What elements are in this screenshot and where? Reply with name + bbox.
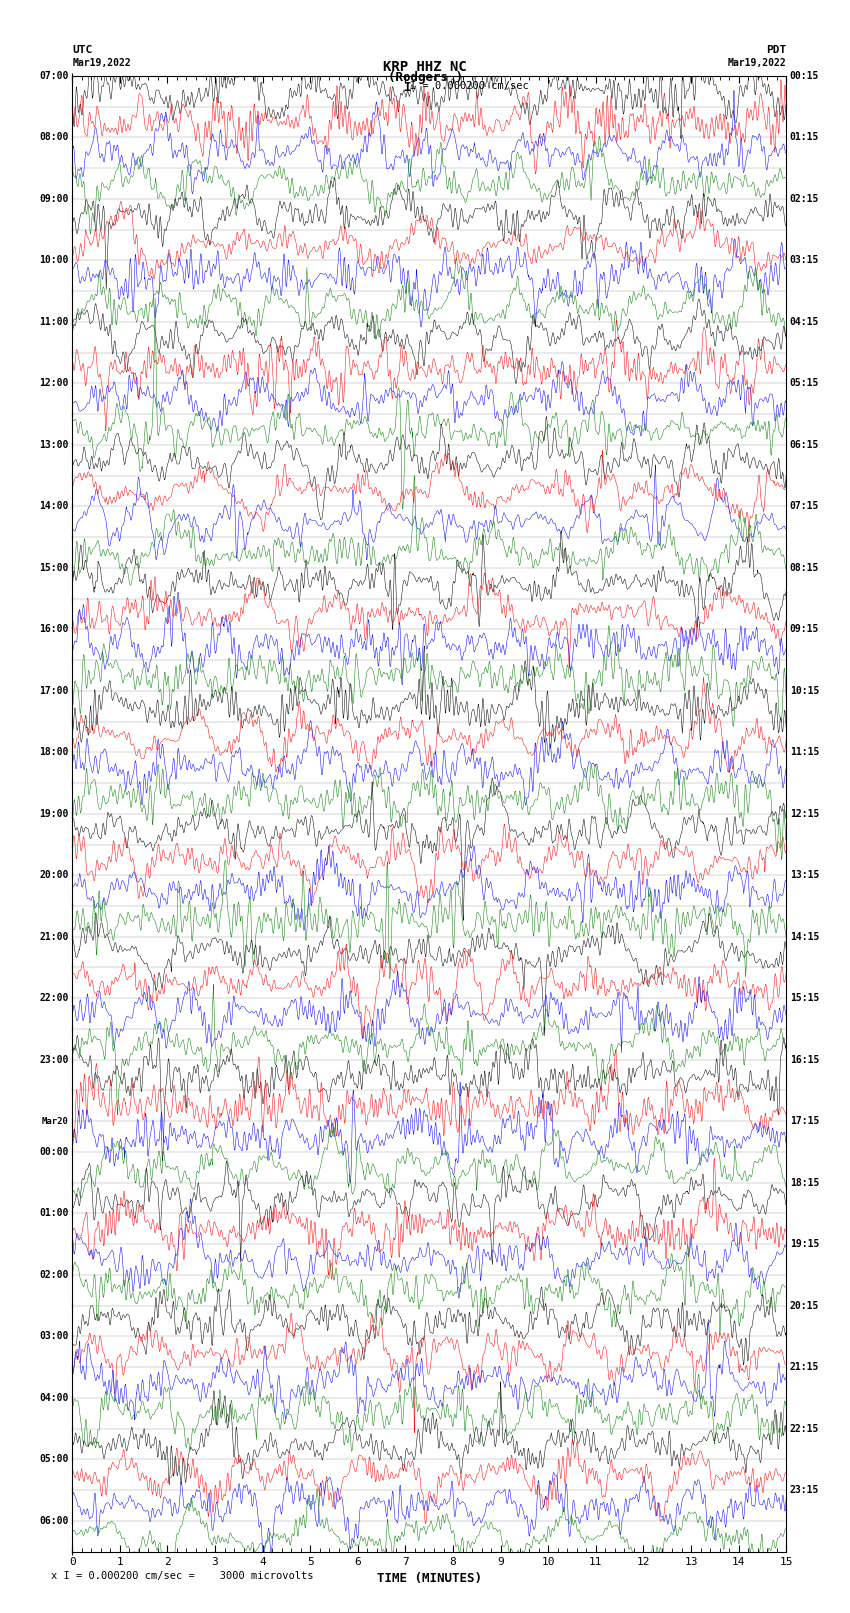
Text: 23:15: 23:15 xyxy=(790,1486,819,1495)
Text: 10:00: 10:00 xyxy=(39,255,69,265)
Text: KRP HHZ NC: KRP HHZ NC xyxy=(383,60,467,74)
Text: 17:00: 17:00 xyxy=(39,686,69,695)
Text: 12:15: 12:15 xyxy=(790,808,819,819)
Text: UTC: UTC xyxy=(72,45,93,55)
Text: 04:15: 04:15 xyxy=(790,316,819,327)
X-axis label: TIME (MINUTES): TIME (MINUTES) xyxy=(377,1573,482,1586)
Text: 16:00: 16:00 xyxy=(39,624,69,634)
Text: (Rodgers ): (Rodgers ) xyxy=(388,71,462,84)
Text: 20:15: 20:15 xyxy=(790,1300,819,1311)
Text: 18:00: 18:00 xyxy=(39,747,69,756)
Text: I: I xyxy=(404,81,411,94)
Text: 04:00: 04:00 xyxy=(39,1394,69,1403)
Text: 19:15: 19:15 xyxy=(790,1239,819,1248)
Text: 12:00: 12:00 xyxy=(39,379,69,389)
Text: 18:15: 18:15 xyxy=(790,1177,819,1187)
Text: 00:15: 00:15 xyxy=(790,71,819,81)
Text: Mar19,2022: Mar19,2022 xyxy=(72,58,131,68)
Text: 19:00: 19:00 xyxy=(39,808,69,819)
Text: 09:15: 09:15 xyxy=(790,624,819,634)
Text: 05:15: 05:15 xyxy=(790,379,819,389)
Text: 07:00: 07:00 xyxy=(39,71,69,81)
Text: x I = 0.000200 cm/sec =    3000 microvolts: x I = 0.000200 cm/sec = 3000 microvolts xyxy=(51,1571,314,1581)
Text: 20:00: 20:00 xyxy=(39,871,69,881)
Text: 15:00: 15:00 xyxy=(39,563,69,573)
Text: 11:15: 11:15 xyxy=(790,747,819,756)
Text: 23:00: 23:00 xyxy=(39,1055,69,1065)
Text: 08:15: 08:15 xyxy=(790,563,819,573)
Text: I = 0.000200 cm/sec: I = 0.000200 cm/sec xyxy=(410,81,529,90)
Text: PDT: PDT xyxy=(766,45,786,55)
Text: 15:15: 15:15 xyxy=(790,994,819,1003)
Text: 00:00: 00:00 xyxy=(39,1147,69,1157)
Text: 14:00: 14:00 xyxy=(39,502,69,511)
Text: 21:15: 21:15 xyxy=(790,1363,819,1373)
Text: Mar19,2022: Mar19,2022 xyxy=(728,58,786,68)
Text: 01:00: 01:00 xyxy=(39,1208,69,1218)
Text: 02:15: 02:15 xyxy=(790,194,819,203)
Text: 01:15: 01:15 xyxy=(790,132,819,142)
Text: 07:15: 07:15 xyxy=(790,502,819,511)
Text: 21:00: 21:00 xyxy=(39,932,69,942)
Text: 06:00: 06:00 xyxy=(39,1516,69,1526)
Text: 13:00: 13:00 xyxy=(39,440,69,450)
Text: 11:00: 11:00 xyxy=(39,316,69,327)
Text: 08:00: 08:00 xyxy=(39,132,69,142)
Text: 03:00: 03:00 xyxy=(39,1331,69,1342)
Text: Mar20: Mar20 xyxy=(42,1116,69,1126)
Text: 22:15: 22:15 xyxy=(790,1424,819,1434)
Text: 16:15: 16:15 xyxy=(790,1055,819,1065)
Text: 05:00: 05:00 xyxy=(39,1455,69,1465)
Text: 13:15: 13:15 xyxy=(790,871,819,881)
Text: 22:00: 22:00 xyxy=(39,994,69,1003)
Text: 09:00: 09:00 xyxy=(39,194,69,203)
Text: 02:00: 02:00 xyxy=(39,1269,69,1281)
Text: 06:15: 06:15 xyxy=(790,440,819,450)
Text: 03:15: 03:15 xyxy=(790,255,819,265)
Text: 10:15: 10:15 xyxy=(790,686,819,695)
Text: 14:15: 14:15 xyxy=(790,932,819,942)
Text: 17:15: 17:15 xyxy=(790,1116,819,1126)
